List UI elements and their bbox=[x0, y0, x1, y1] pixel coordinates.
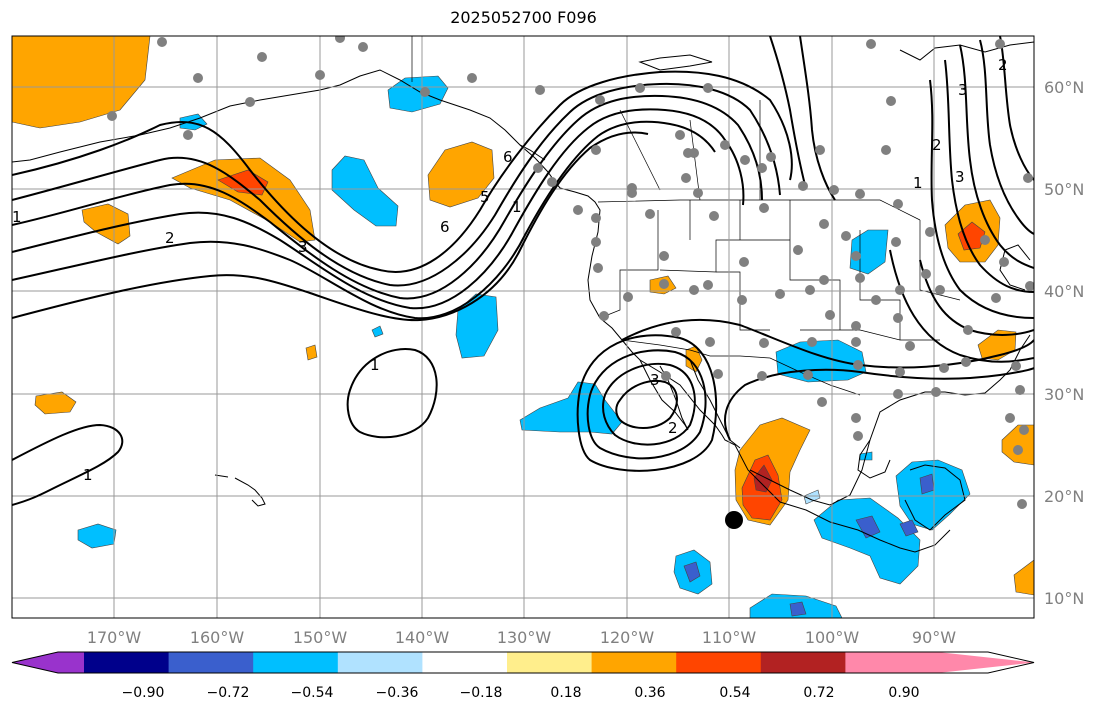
lat-label: 30°N bbox=[1044, 385, 1084, 404]
lon-label: 140°W bbox=[395, 628, 450, 647]
colorbar-tick-label: 0.36 bbox=[634, 685, 665, 701]
colorbar-tick-label: −0.54 bbox=[291, 685, 334, 701]
colorbar-tick-label: 0.72 bbox=[803, 685, 834, 701]
colorbar-segment bbox=[337, 652, 423, 673]
colorbar-tick-label: 0.54 bbox=[719, 685, 750, 701]
contour-label: 3 bbox=[650, 371, 660, 389]
latitude-labels: 60°N 50°N 40°N 30°N 20°N 10°N bbox=[1044, 78, 1084, 608]
contour-label: 3 bbox=[298, 238, 308, 256]
contour-label: 3 bbox=[955, 168, 965, 186]
colorbar-tick-label: −0.72 bbox=[207, 685, 250, 701]
colorbar-segment bbox=[168, 652, 254, 673]
colorbar-segment bbox=[760, 652, 846, 673]
contour-label: 2 bbox=[165, 229, 175, 247]
lat-label: 40°N bbox=[1044, 282, 1084, 301]
contour-label: 6 bbox=[440, 218, 450, 236]
contour-label: 1 bbox=[12, 208, 22, 226]
storm-marker bbox=[725, 511, 743, 529]
lon-label: 150°W bbox=[293, 628, 348, 647]
contour-label: 1 bbox=[370, 356, 380, 374]
colorbar-extend-min bbox=[12, 652, 84, 673]
borders bbox=[411, 36, 961, 396]
contour-label: 2 bbox=[998, 56, 1008, 74]
contour-label: 3 bbox=[958, 81, 968, 99]
contour-label: 2 bbox=[668, 419, 678, 437]
contour-label: 5 bbox=[480, 188, 490, 206]
lon-label: 130°W bbox=[497, 628, 552, 647]
lat-label: 50°N bbox=[1044, 180, 1084, 199]
colorbar bbox=[11, 651, 1035, 674]
colorbar-tick-label: 0.18 bbox=[550, 685, 581, 701]
lon-label: 110°W bbox=[702, 628, 757, 647]
colorbar-segment bbox=[507, 652, 593, 673]
colorbar-segment bbox=[422, 652, 508, 673]
longitude-labels: 170°W 160°W 150°W 140°W 130°W 120°W 110°… bbox=[87, 628, 956, 647]
contour-label: 1 bbox=[512, 198, 522, 216]
lat-label: 60°N bbox=[1044, 78, 1084, 97]
negative-anomaly-shading bbox=[77, 75, 971, 618]
colorbar-segment bbox=[676, 652, 762, 673]
colorbar-segment bbox=[253, 652, 339, 673]
map-frame bbox=[11, 35, 1035, 619]
colorbar-tick-label: −0.36 bbox=[376, 685, 419, 701]
colorbar-tick-labels: −0.90 −0.72 −0.54 −0.36 −0.18 0.18 0.36 … bbox=[122, 685, 920, 701]
map-title: 2025052700 F096 bbox=[450, 8, 597, 27]
contour-label: 1 bbox=[913, 174, 923, 192]
colorbar-extend-max bbox=[845, 652, 1034, 673]
colorbar-outline bbox=[11, 651, 1035, 674]
lat-label: 20°N bbox=[1044, 487, 1084, 506]
colorbar-tick-label: 0.90 bbox=[888, 685, 919, 701]
contour-label: 2 bbox=[932, 136, 942, 154]
contour-label: 1 bbox=[83, 466, 93, 484]
contour-label: 6 bbox=[503, 148, 513, 166]
lon-label: 100°W bbox=[805, 628, 860, 647]
lon-label: 170°W bbox=[87, 628, 142, 647]
colorbar-tick-label: −0.18 bbox=[460, 685, 503, 701]
colorbar-tick-label: −0.90 bbox=[122, 685, 165, 701]
colorbar-segment bbox=[591, 652, 677, 673]
lon-label: 90°W bbox=[912, 628, 956, 647]
lon-label: 160°W bbox=[190, 628, 245, 647]
station-markers bbox=[107, 36, 1034, 509]
contour-label-group: 1 2 3 6 5 1 6 2 3 1 2 3 3 1 2 1 bbox=[12, 56, 1008, 484]
lat-label: 10°N bbox=[1044, 589, 1084, 608]
map-plot-area: 1 2 3 6 5 1 6 2 3 1 2 3 3 1 2 1 bbox=[12, 36, 1034, 618]
colorbar-segment bbox=[84, 652, 170, 673]
lon-label: 120°W bbox=[600, 628, 655, 647]
